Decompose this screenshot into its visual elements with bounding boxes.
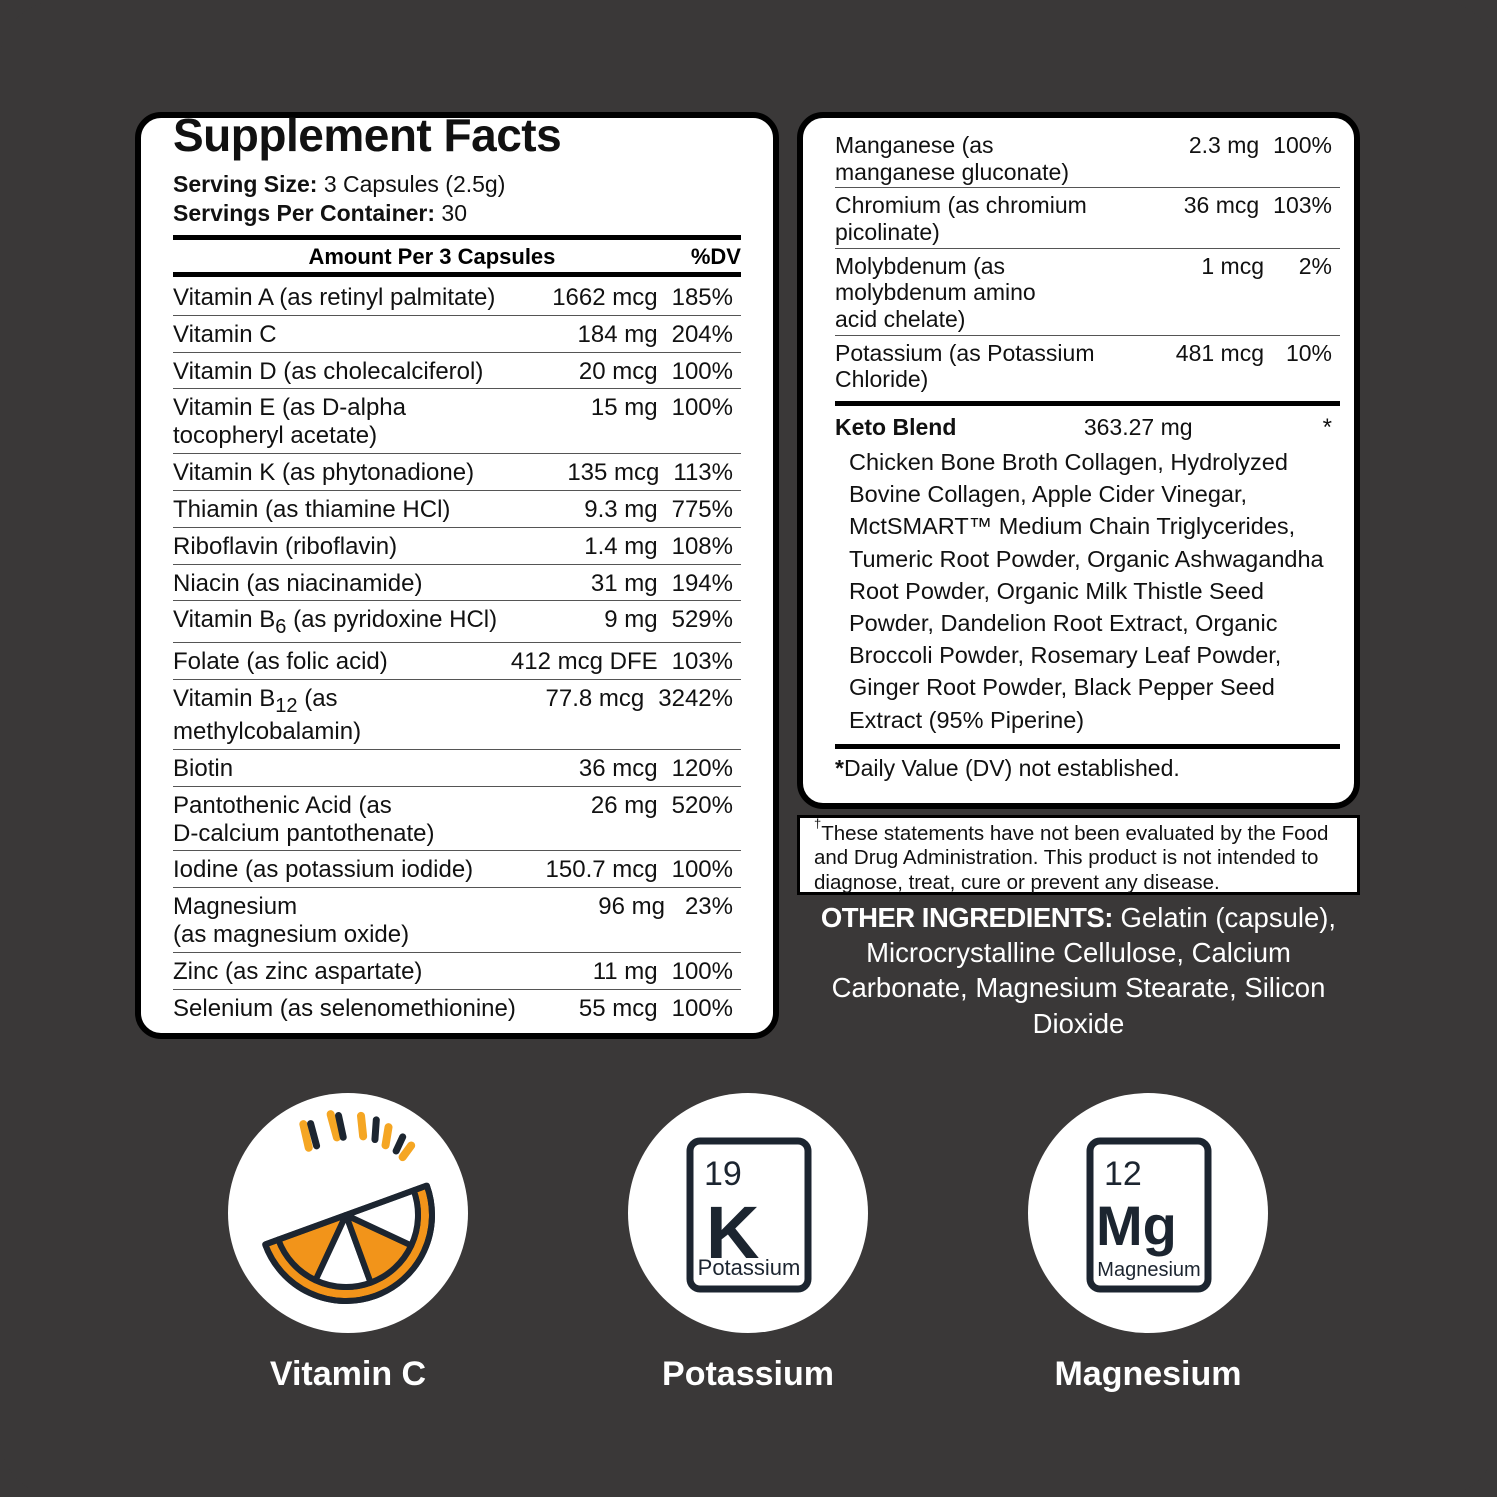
svg-text:Potassium: Potassium [698,1255,801,1280]
svg-text:Magnesium: Magnesium [1097,1259,1200,1281]
svg-text:19: 19 [704,1155,742,1193]
svg-text:Mg: Mg [1096,1194,1177,1257]
svg-text:12: 12 [1104,1155,1142,1193]
